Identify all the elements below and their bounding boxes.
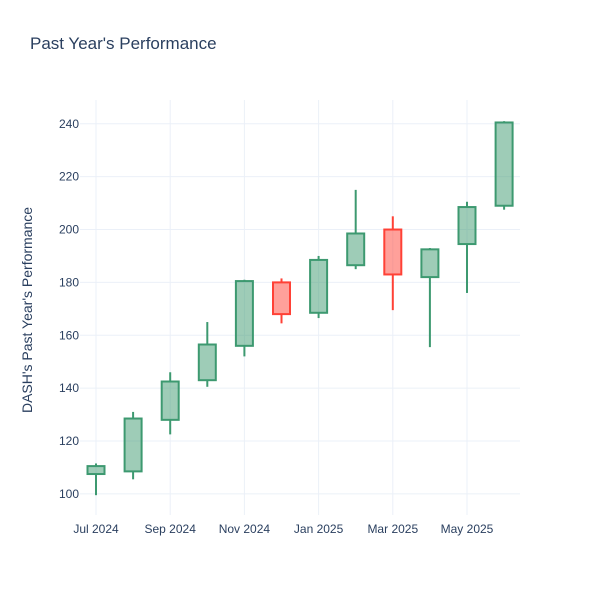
x-tick-label: Nov 2024: [219, 522, 271, 536]
x-tick-label: Jul 2024: [73, 522, 119, 536]
y-tick-label: 140: [59, 381, 79, 395]
candle: [197, 322, 217, 387]
x-tick-label: May 2025: [441, 522, 494, 536]
y-axis-label: DASH's Past Year's Performance: [19, 207, 35, 413]
chart-title: Past Year's Performance: [30, 34, 217, 53]
grid-layer: [80, 100, 520, 515]
candle: [420, 248, 440, 348]
candle-body: [309, 258, 329, 314]
y-tick-label: 240: [59, 117, 79, 131]
candle: [309, 255, 329, 319]
x-tick-label: Sep 2024: [145, 522, 197, 536]
candle: [457, 201, 477, 293]
candle-body: [420, 248, 440, 279]
candle-body: [494, 121, 514, 207]
y-tick-label: 100: [59, 487, 79, 501]
candle-body: [457, 206, 477, 246]
candle: [234, 279, 254, 357]
candle-body: [123, 417, 143, 473]
candle-body: [234, 280, 254, 347]
y-tick-label: 160: [59, 328, 79, 342]
x-tick-label: Mar 2025: [367, 522, 418, 536]
candle-body: [383, 228, 403, 276]
candle: [494, 121, 514, 210]
y-tick-label: 200: [59, 223, 79, 237]
y-tick-label: 220: [59, 170, 79, 184]
candle: [383, 216, 403, 311]
candle: [86, 463, 106, 496]
axis-layer: 100 120 140 160 180 200 220 240 Jul 2024 Sep 2024…: [59, 117, 494, 536]
candle: [160, 372, 180, 435]
candle: [123, 411, 143, 480]
candle-body: [86, 465, 106, 476]
y-tick-label: 120: [59, 434, 79, 448]
candle-body: [197, 343, 217, 382]
y-tick-label: 180: [59, 275, 79, 289]
candle: [272, 278, 291, 324]
candle-layer: [86, 121, 514, 496]
candle-body: [160, 380, 180, 421]
x-tick-label: Jan 2025: [294, 522, 344, 536]
candle: [346, 189, 366, 270]
candle-body: [272, 281, 291, 316]
candle-body: [346, 232, 366, 267]
